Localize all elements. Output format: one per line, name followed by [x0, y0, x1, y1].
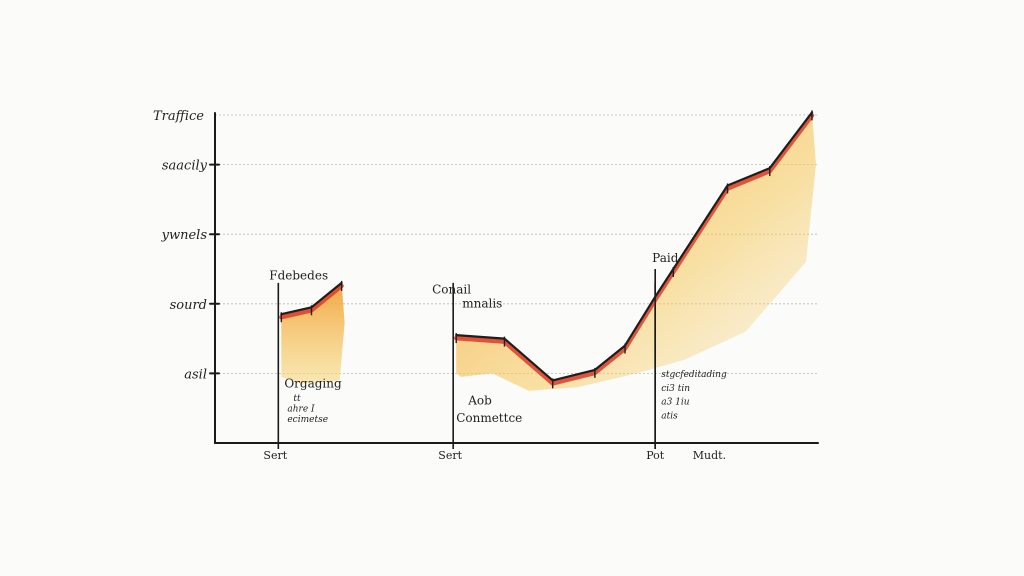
axis-layer: [209, 112, 819, 444]
area-fill: [456, 112, 816, 391]
y-tick-label: saacily: [162, 159, 208, 174]
annotation-label: mnalis: [462, 296, 502, 310]
area-fill-layer: [281, 112, 816, 391]
annotation-label: Conail: [432, 282, 471, 296]
x-tick-label: Sert: [438, 449, 462, 462]
annotation-label: Aob: [467, 394, 492, 408]
annotation-label: a3 1iu: [661, 398, 690, 408]
annotation-label: atis: [661, 412, 678, 422]
annotation-label: ci3 tin: [661, 384, 690, 394]
area-fill: [281, 282, 345, 384]
y-tick-label: sourd: [170, 298, 207, 313]
annotation-label: ecimetse: [287, 415, 328, 425]
series-edge: [453, 113, 815, 386]
y-axis-label: Traffice: [153, 109, 204, 124]
annotation-label: stgcfeditading: [661, 370, 727, 380]
series-line: [455, 111, 814, 382]
annotation-label: Conmettce: [456, 411, 522, 425]
x-tick-label: Sert: [263, 449, 287, 462]
y-tick-label: ywnels: [161, 228, 208, 243]
line-layer: [279, 110, 815, 389]
annotation-label: tt: [293, 394, 301, 404]
label-layer: asil sourd ywnels saacily Traffice Sert Sert Po…: [153, 109, 727, 462]
annotation-label: Orgaging: [284, 376, 342, 390]
annotation-label: ahre I: [287, 405, 315, 415]
annotation-label: Paid: [652, 251, 679, 265]
x-tick-label: Pot: [646, 449, 665, 462]
x-tick-label: Mudt.: [693, 449, 726, 462]
y-tick-label: asil: [184, 367, 207, 382]
annotation-label: Fdebedes: [269, 268, 328, 282]
